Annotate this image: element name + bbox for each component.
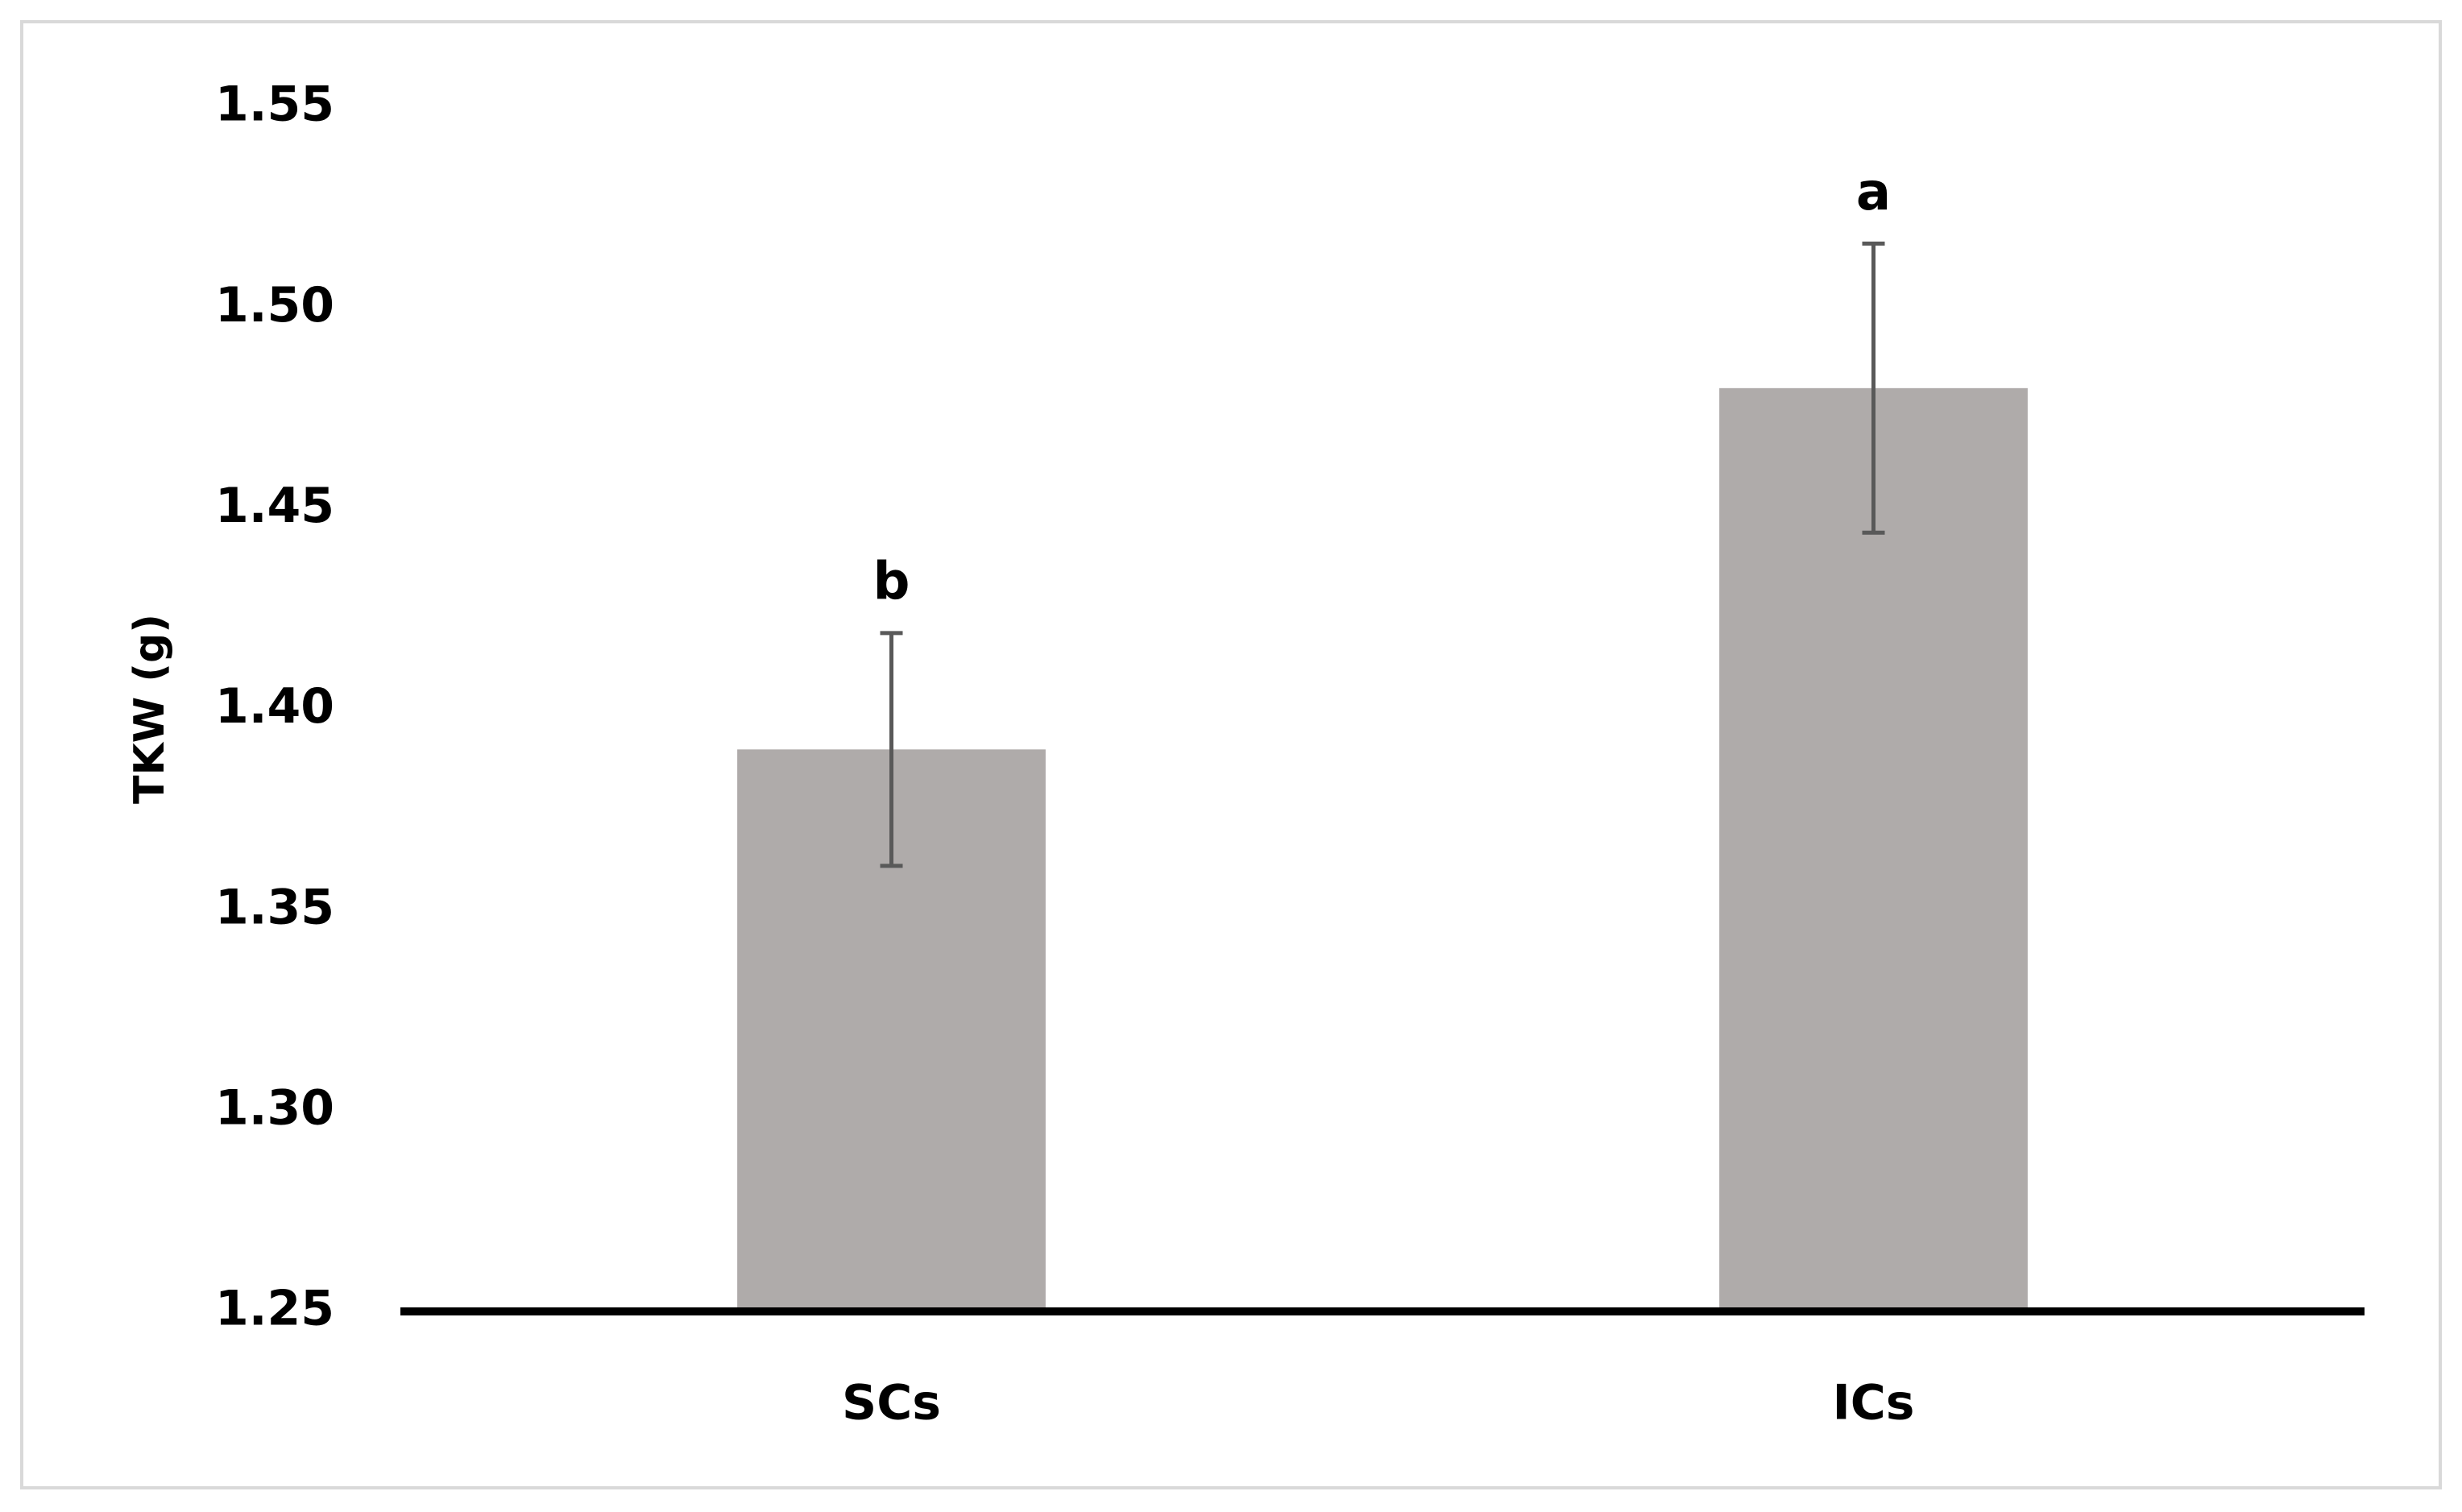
- y-tick-label: 1.30: [215, 1079, 334, 1136]
- y-tick-label: 1.50: [215, 277, 334, 333]
- y-tick-label: 1.55: [215, 77, 334, 133]
- x-tick-label: SCs: [842, 1375, 941, 1431]
- chart-border: [20, 20, 2442, 1489]
- significance-letter: a: [1856, 163, 1891, 222]
- x-tick-label: ICs: [1832, 1375, 1914, 1431]
- y-tick-label: 1.25: [215, 1281, 334, 1337]
- y-tick-label: 1.40: [215, 678, 334, 735]
- y-axis-label: TKW (g): [126, 614, 174, 804]
- y-tick-label: 1.35: [215, 879, 334, 935]
- y-tick-label: 1.45: [215, 478, 334, 534]
- significance-letter: b: [873, 552, 910, 611]
- bar: [1719, 387, 2028, 1311]
